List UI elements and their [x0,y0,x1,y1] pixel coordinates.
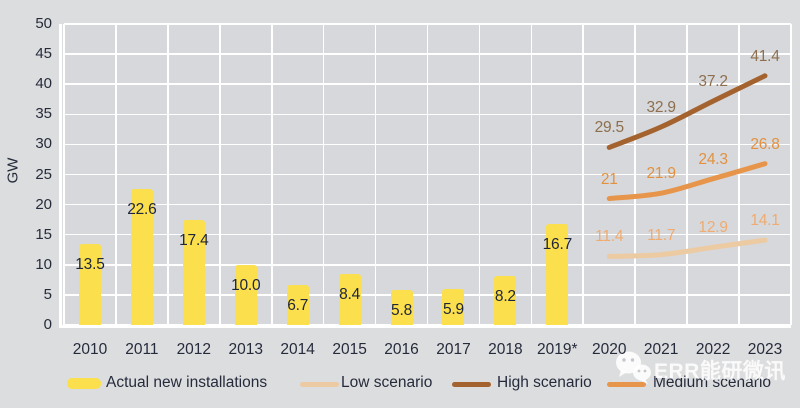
line-series-layer [606,73,768,259]
bar-2011 [130,188,153,325]
x-axis-tick-label: 2016 [384,341,419,358]
legend-label-medium: Medium scenario [653,374,772,391]
bar-value-label: 16.7 [542,236,573,254]
y-axis-tick-label: 30 [35,135,52,153]
x-axis-tick-label: 2012 [176,341,212,358]
bar-value-label: 10.0 [231,276,261,294]
line-value-label: 29.5 [594,119,625,137]
bar-2015 [338,274,361,325]
bar-2012 [182,220,205,325]
line-high-scenario [606,73,768,150]
legend-swatch-high [452,382,491,387]
legend-swatch-medium [607,382,646,387]
x-axis-tick-label: 2022 [695,341,731,358]
line-value-label: 11.4 [595,228,624,246]
x-axis-tick-label: 2023 [747,341,783,358]
gridline-vertical [63,24,65,325]
x-axis-tick-label: 2010 [72,341,108,358]
bar-value-label: 5.9 [442,301,464,319]
bar-value-label: 13.5 [75,255,105,273]
line-low-scenario [606,237,768,259]
line-value-label: 21 [600,170,618,188]
x-axis-tick-label: 2019* [537,341,578,358]
x-axis-tick-label: 2021 [643,341,679,358]
line-value-label: 11.7 [647,226,676,244]
bar-value-label: 22.6 [127,200,157,218]
y-axis-tick-label: 5 [43,285,52,303]
bar-2014 [286,284,309,325]
gridline-vertical [115,24,117,325]
gridline-vertical [582,24,585,325]
legend-label-actual: Actual new installations [106,374,268,391]
line-value-label: 26.8 [750,135,780,153]
line-value-label: 14.1 [750,212,780,230]
bar-2017 [442,289,465,325]
legend-label-low: Low scenario [341,374,433,391]
bar-value-label: 6.7 [287,296,309,314]
x-axis-tick-label: 2015 [332,341,367,358]
x-axis-tick-label: 2018 [488,341,523,358]
x-axis-tick-label: 2014 [280,341,315,358]
bar-value-label: 5.8 [391,302,412,320]
line-value-label: 37.2 [698,73,728,91]
x-axis-tick-label: 2020 [592,341,627,358]
gridline-vertical [426,24,429,325]
line-value-label: 21.9 [646,165,676,183]
y-axis-tick-label: 20 [35,195,52,213]
gridline-vertical [270,24,273,325]
gridline-vertical [374,24,377,325]
bar-value-label: 8.2 [494,287,516,305]
y-axis-tick-label: 50 [35,15,52,32]
x-axis-tick-label: 2013 [228,341,263,358]
y-axis-tick-label: 15 [35,225,52,243]
line-medium-scenario [606,161,768,202]
y-axis-tick-label: 40 [35,75,52,93]
line-value-label: 41.4 [750,47,780,65]
y-axis-tick-label: 0 [43,316,52,333]
line-value-label: 24.3 [698,150,728,168]
bar-2018 [494,275,517,325]
bar-value-label: 8.4 [339,286,361,304]
gridline-vertical [738,24,740,325]
bar-2019* [546,224,569,325]
gridline-vertical [322,24,325,325]
legend-swatch-actual [67,378,101,389]
line-value-label: 32.9 [646,98,676,116]
y-axis-tick-label: 35 [35,105,52,123]
gridline-vertical [530,24,533,325]
y-axis-line [59,24,62,327]
bar-2013 [234,264,257,325]
bar-2010 [78,243,101,325]
gridline-vertical [218,24,221,325]
gridline-vertical [634,24,636,325]
gridline-vertical [167,24,169,325]
gridline-vertical [686,24,688,325]
gridline-vertical [478,24,481,325]
x-axis-tick-label: 2017 [436,341,471,358]
x-axis-line [59,325,791,328]
y-axis-tick-label: 25 [35,165,52,183]
y-axis-tick-label: 10 [35,255,52,273]
y-axis-tick-label: 45 [35,45,52,63]
line-value-label: 12.9 [698,219,728,237]
legend-label-high: High scenario [497,374,592,391]
x-axis-tick-label: 2011 [125,341,159,358]
gridline-vertical [790,24,792,325]
legend-swatch-low [300,382,339,387]
bar-2016 [390,290,413,325]
bar-value-label: 17.4 [179,232,209,250]
